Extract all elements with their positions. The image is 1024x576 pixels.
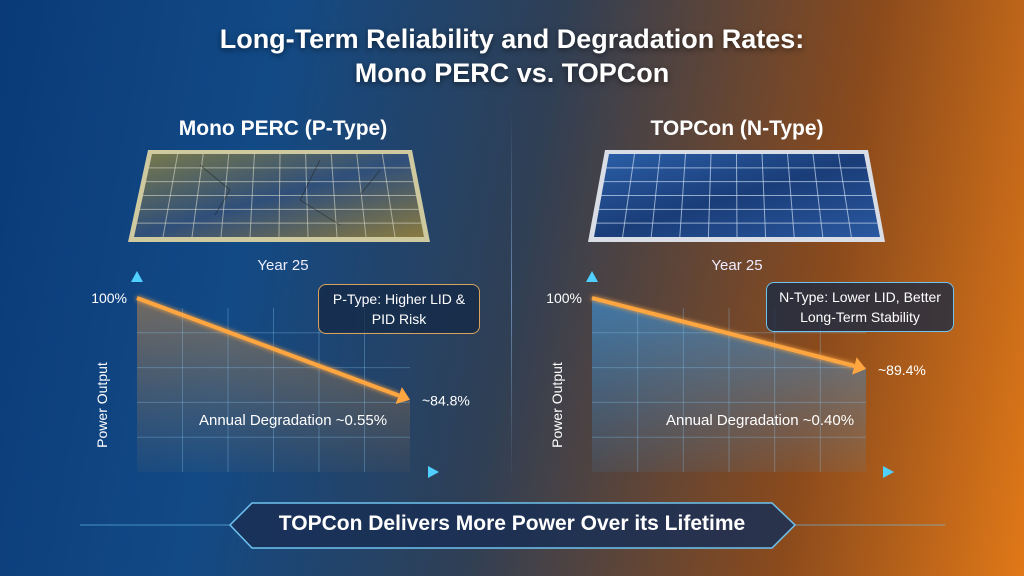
- end-value-label: ~89.4%: [878, 362, 926, 378]
- y-axis-label: Power Output: [94, 362, 110, 448]
- banner-text: TOPCon Delivers More Power Over its Life…: [278, 512, 746, 535]
- series-line: [136, 296, 400, 398]
- left-heading: Mono PERC (P-Type): [178, 117, 388, 140]
- left-note: P-Type: Higher LID & PID Risk: [318, 284, 480, 334]
- y-axis-arrow: [586, 271, 598, 282]
- chart-left: 100% ~84.8% Annual Degradation ~0.55% Power…: [91, 271, 470, 478]
- series-arrowhead: [395, 387, 410, 404]
- series-arrowhead: [852, 357, 866, 375]
- end-value-label: ~84.8%: [422, 393, 470, 409]
- x-axis-arrow: [428, 466, 439, 478]
- degraded-solar-panel-icon: [128, 150, 430, 242]
- solar-panel-icon: [588, 150, 885, 242]
- y-tick-label: 100%: [546, 290, 582, 306]
- x-axis-arrow: [883, 466, 894, 478]
- right-heading: TOPCon (N-Type): [650, 117, 824, 140]
- series-line: [591, 296, 855, 368]
- right-note: N-Type: Lower LID, Better Long-Term Stab…: [766, 282, 954, 332]
- banner-shape: [80, 502, 945, 549]
- y-axis-arrow: [131, 271, 143, 282]
- area-fill: [592, 298, 866, 472]
- annotation: Annual Degradation ~0.55%: [199, 412, 387, 429]
- area-fill: [137, 298, 410, 472]
- chart-right: 100% ~89.4% Annual Degradation ~0.40% Power…: [546, 271, 926, 478]
- y-tick-label: 100%: [91, 290, 127, 306]
- annotation: Annual Degradation ~0.40%: [666, 412, 854, 429]
- y-axis-label: Power Output: [549, 362, 565, 448]
- divider: [511, 112, 512, 482]
- page-title: Long-Term Reliability and Degradation Ra…: [0, 22, 1024, 90]
- title-line-2: Mono PERC vs. TOPCon: [354, 58, 670, 88]
- right-panel-caption: Year 25: [711, 257, 763, 274]
- left-panel-caption: Year 25: [257, 257, 309, 274]
- title-line-1: Long-Term Reliability and Degradation Ra…: [219, 24, 805, 54]
